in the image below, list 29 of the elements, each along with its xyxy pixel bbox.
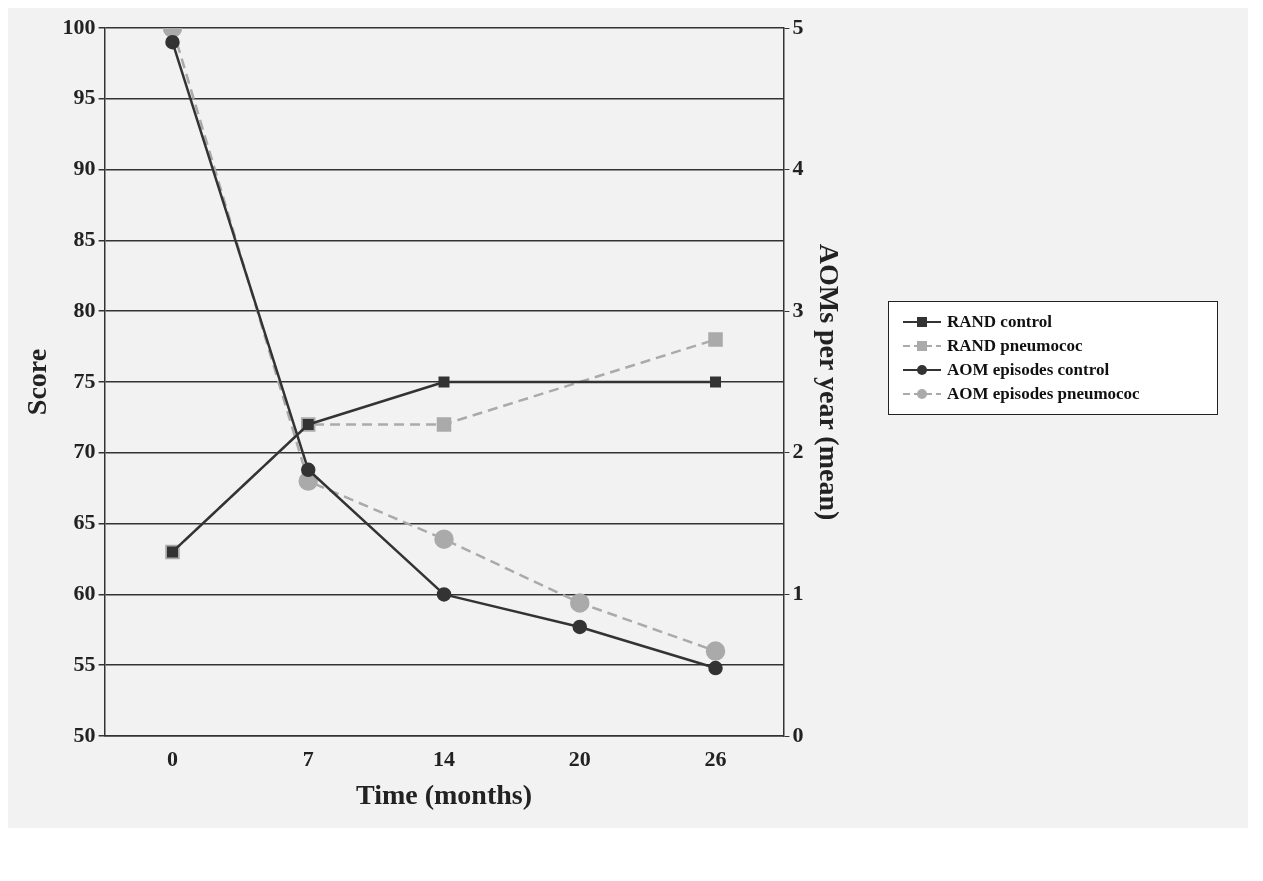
x-tick-label: 20 [568, 745, 591, 771]
y-tick-label: 90 [73, 155, 96, 181]
y-tick-label: 100 [62, 13, 96, 39]
y2-tick-label: 5 [792, 13, 804, 39]
y2-tick-label: 4 [792, 155, 804, 181]
y2-axis-title: AOMs per year (mean) [813, 243, 845, 521]
y-tick-label: 55 [73, 650, 96, 676]
y-axis-title: Score [21, 348, 53, 416]
y-tick-label: 85 [73, 226, 96, 252]
x-axis-title: Time (months) [355, 779, 533, 811]
y2-tick-label: 3 [792, 296, 804, 322]
legend-label: RAND pneumococ [947, 335, 1083, 357]
legend-label: RAND control [947, 311, 1052, 333]
x-tick-label: 0 [166, 745, 178, 771]
y2-tick-label: 2 [792, 438, 804, 464]
legend-label: AOM episodes pneumococ [947, 383, 1140, 405]
y-tick-label: 75 [73, 367, 96, 393]
y-tick-label: 50 [73, 721, 96, 747]
x-tick-label: 26 [704, 745, 727, 771]
x-tick-label: 7 [302, 745, 314, 771]
y-tick-label: 60 [73, 580, 96, 606]
y-tick-label: 95 [73, 84, 96, 110]
y-tick-label: 70 [73, 438, 96, 464]
x-tick-label: 14 [433, 745, 455, 771]
y2-tick-label: 0 [792, 721, 804, 747]
y2-tick-label: 1 [792, 580, 804, 606]
y-tick-label: 80 [73, 296, 96, 322]
y-tick-label: 65 [73, 509, 96, 535]
legend-label: AOM episodes control [947, 359, 1110, 381]
